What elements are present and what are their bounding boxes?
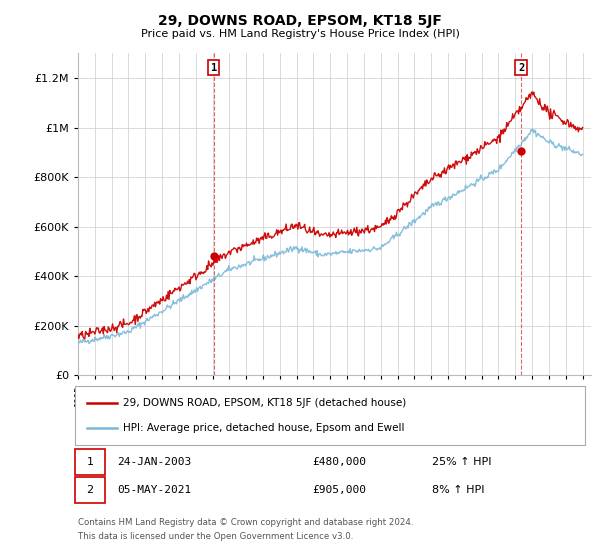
Text: Price paid vs. HM Land Registry's House Price Index (HPI): Price paid vs. HM Land Registry's House …: [140, 29, 460, 39]
Text: 1: 1: [211, 63, 217, 73]
Text: 2: 2: [86, 485, 94, 495]
Text: 29, DOWNS ROAD, EPSOM, KT18 5JF (detached house): 29, DOWNS ROAD, EPSOM, KT18 5JF (detache…: [123, 398, 406, 408]
Text: 25% ↑ HPI: 25% ↑ HPI: [432, 457, 491, 467]
Text: 2: 2: [518, 63, 524, 73]
Text: 1: 1: [86, 457, 94, 467]
Text: Contains HM Land Registry data © Crown copyright and database right 2024.: Contains HM Land Registry data © Crown c…: [78, 518, 413, 527]
Text: This data is licensed under the Open Government Licence v3.0.: This data is licensed under the Open Gov…: [78, 532, 353, 541]
Text: £905,000: £905,000: [312, 485, 366, 495]
Text: 8% ↑ HPI: 8% ↑ HPI: [432, 485, 485, 495]
Text: 05-MAY-2021: 05-MAY-2021: [117, 485, 191, 495]
Text: 29, DOWNS ROAD, EPSOM, KT18 5JF: 29, DOWNS ROAD, EPSOM, KT18 5JF: [158, 14, 442, 28]
Text: 24-JAN-2003: 24-JAN-2003: [117, 457, 191, 467]
Text: £480,000: £480,000: [312, 457, 366, 467]
Text: HPI: Average price, detached house, Epsom and Ewell: HPI: Average price, detached house, Epso…: [123, 422, 404, 432]
